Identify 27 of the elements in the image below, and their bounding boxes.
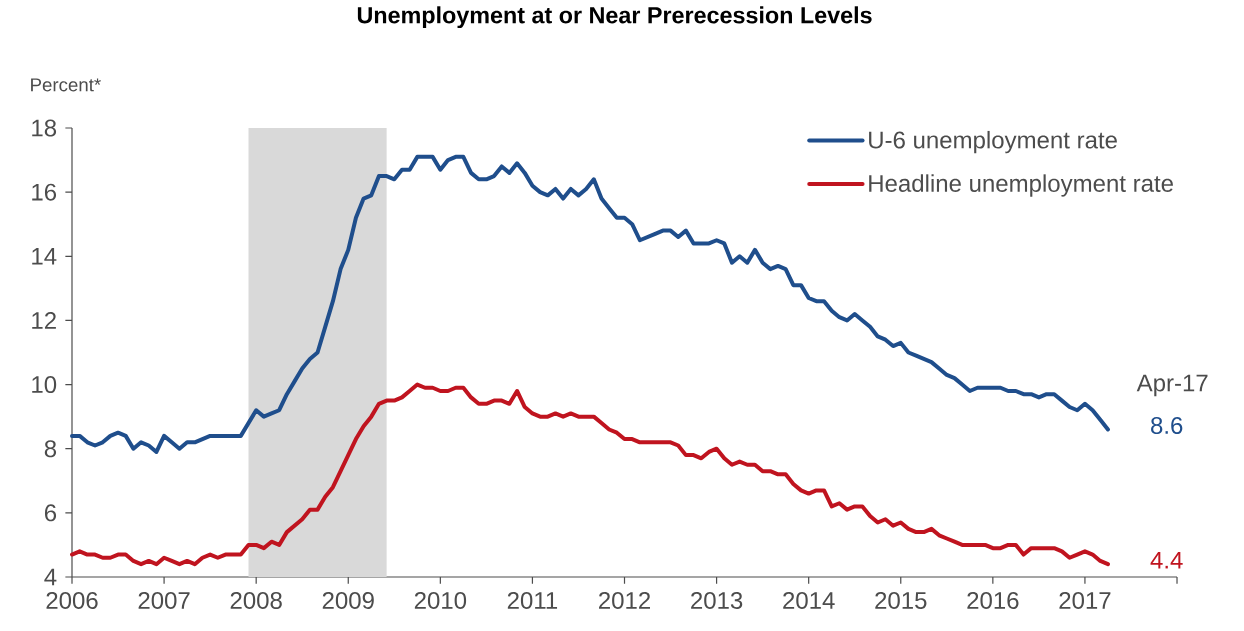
x-tick-label: 2010	[414, 591, 467, 609]
x-tick-label: 2012	[599, 591, 650, 609]
y-tick-label: 16	[32, 183, 57, 201]
y-tick-label: 18	[32, 119, 57, 137]
legend-label: U-6 unemployment rate	[869, 130, 1117, 154]
annotation: Apr-17	[1136, 374, 1208, 397]
y-tick-label: 6	[44, 504, 57, 522]
y-tick-label: 4	[44, 568, 57, 586]
chart-title: Unemployment at or Near Prerecession Levels	[357, 6, 872, 29]
y-tick-label: 8	[44, 440, 57, 458]
x-tick-label: 2009	[322, 591, 374, 609]
y-tick-label: 12	[32, 312, 56, 329]
annotation: 8.6	[1151, 416, 1183, 434]
x-tick-label: 2016	[967, 591, 1019, 609]
y-tick-label: 10	[32, 376, 57, 394]
x-tick-label: 2007	[138, 591, 190, 609]
x-tick-label: 2008	[230, 591, 282, 609]
legend-label: Headline unemployment rate	[869, 174, 1173, 197]
x-tick-label: 2014	[783, 591, 835, 609]
y-axis-title: Percent*	[31, 78, 101, 92]
x-tick-label: 2006	[46, 591, 98, 609]
x-tick-label: 2013	[691, 591, 743, 609]
x-tick-label: 2017	[1059, 591, 1111, 609]
y-tick-label: 14	[32, 248, 57, 265]
x-tick-label: 2015	[875, 591, 927, 609]
annotation: 4.4	[1150, 551, 1183, 569]
x-tick-label: 2011	[507, 591, 558, 609]
